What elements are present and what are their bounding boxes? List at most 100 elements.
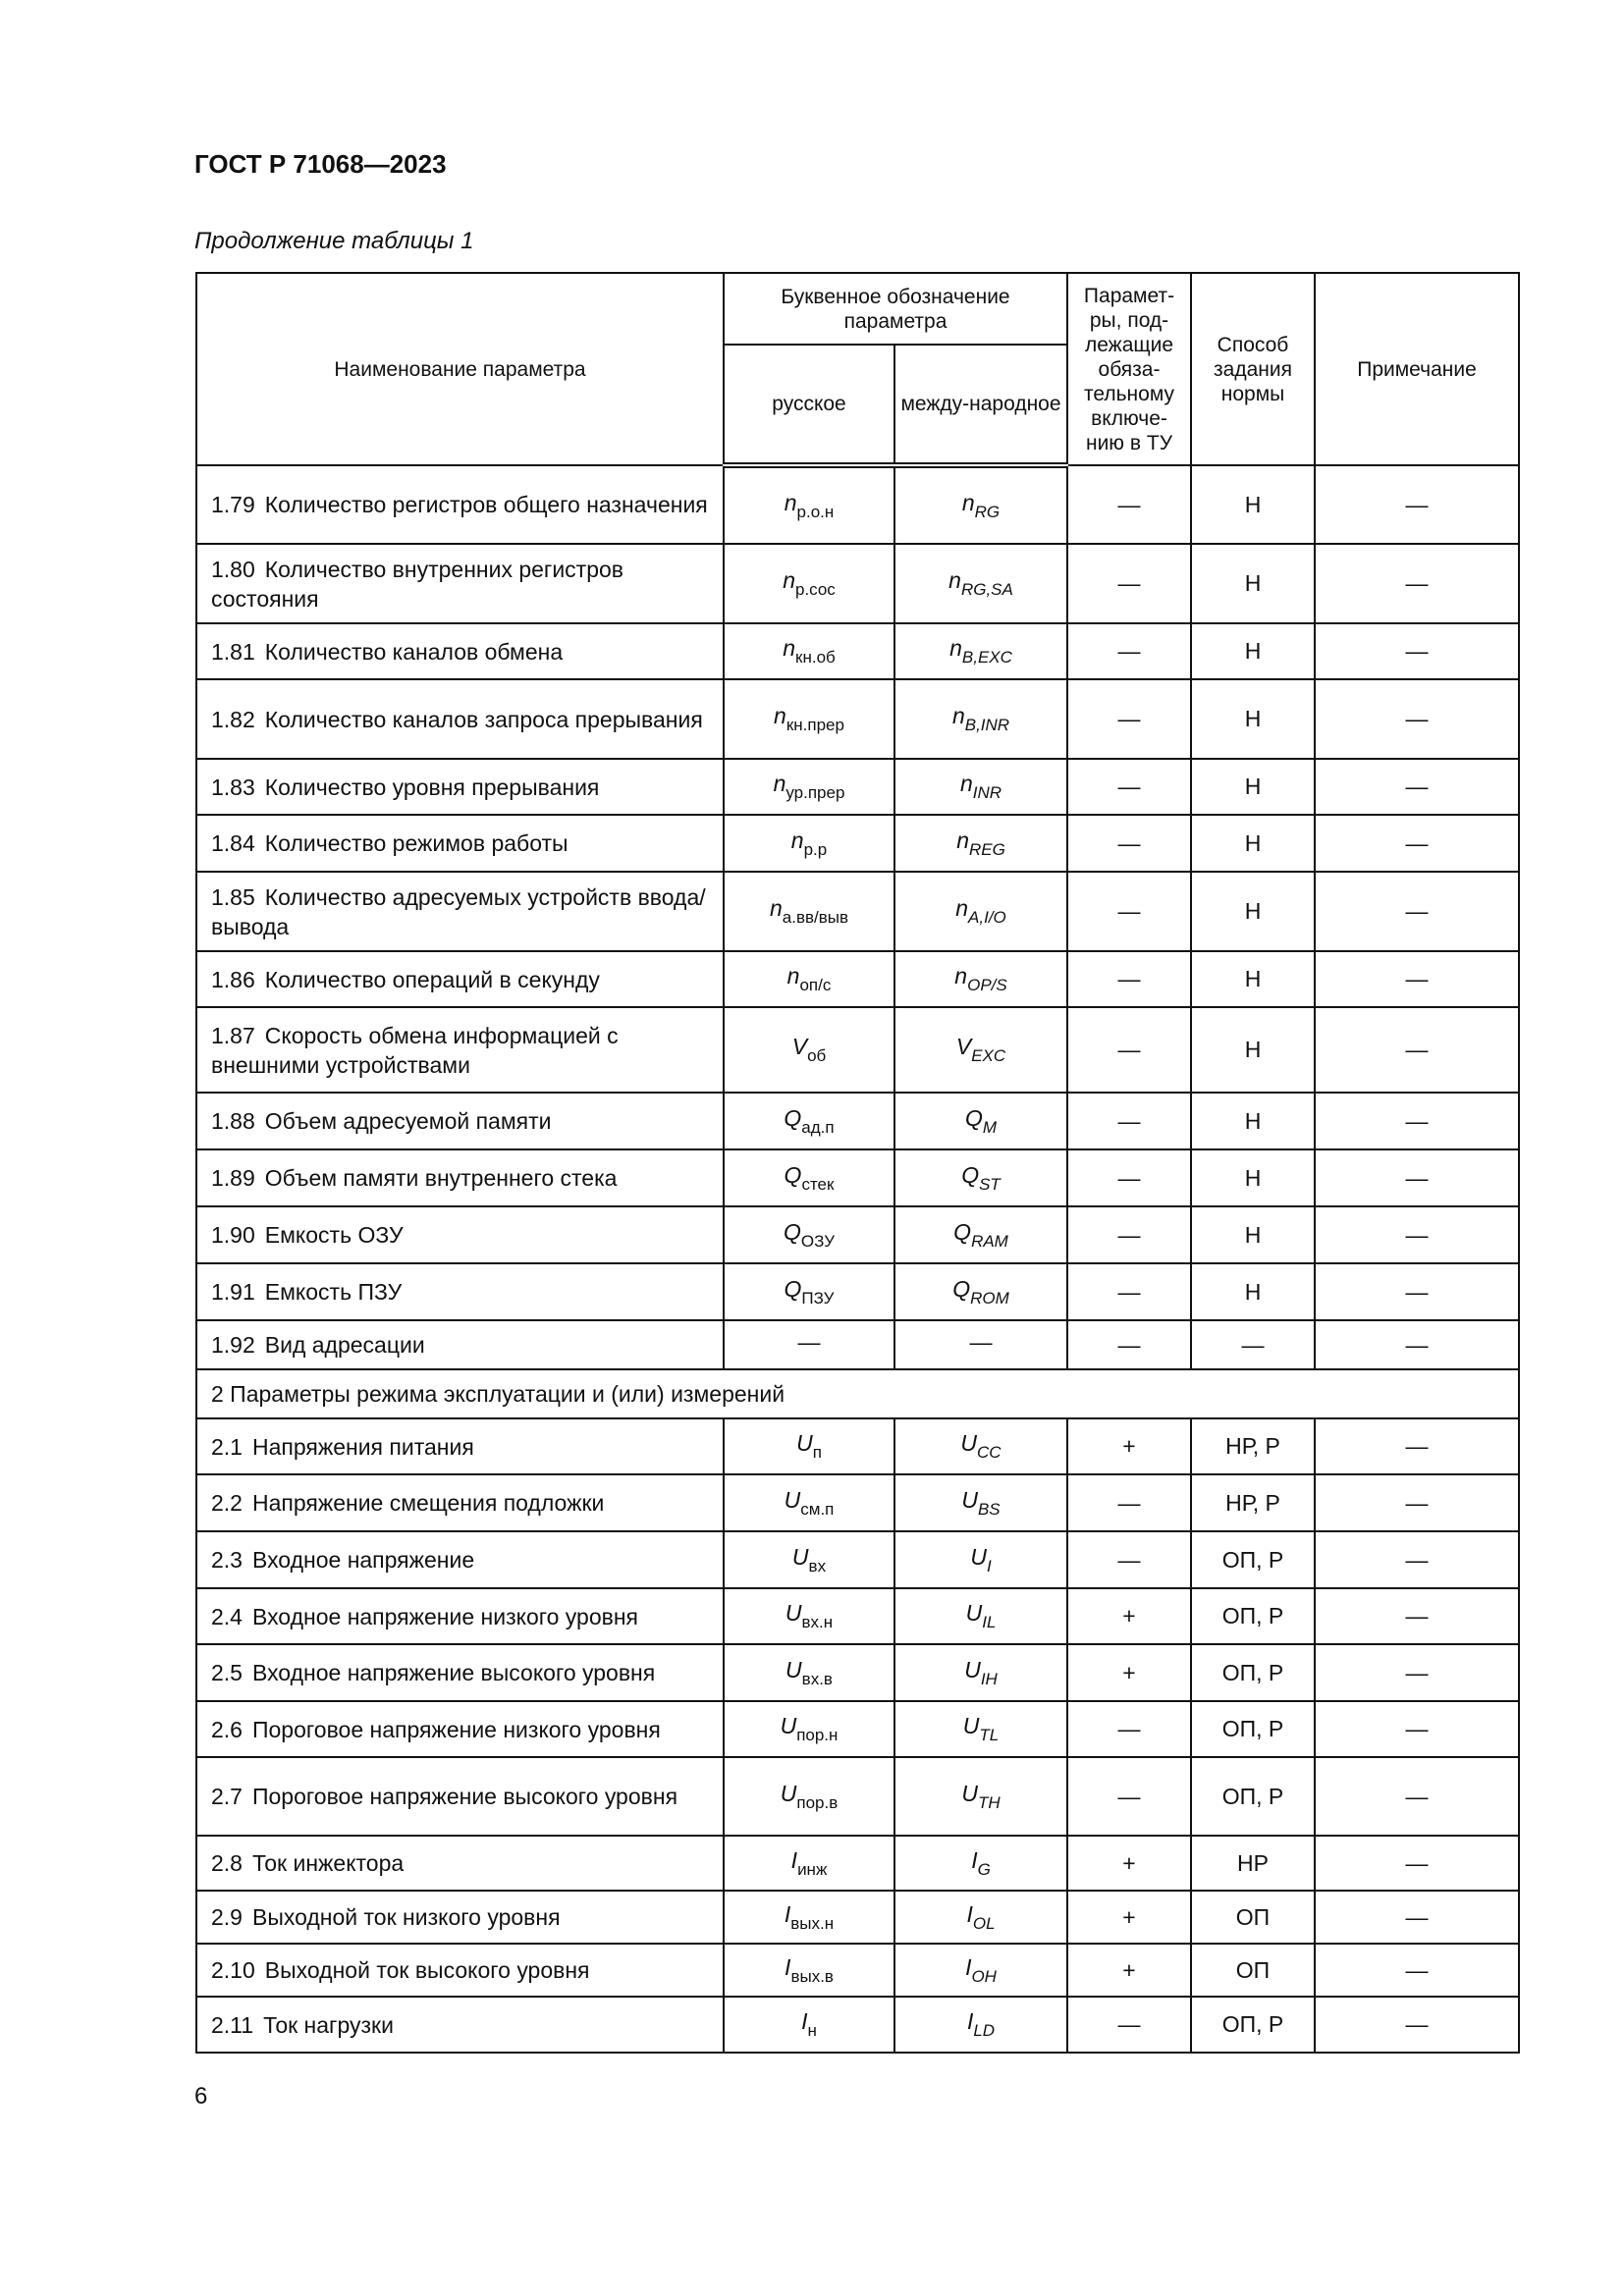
param-name-text: Ток нагрузки — [263, 2011, 394, 2038]
param-number: 2.9 — [211, 1904, 243, 1930]
symbol-ru-base: n — [783, 567, 795, 593]
note: — — [1314, 1996, 1521, 2054]
symbol-intl: nREG — [893, 814, 1069, 873]
symbol-ru-sub: ад.п — [801, 1117, 835, 1137]
symbol-ru-sub: вх.н — [801, 1613, 834, 1631]
norm-method: ОП, Р — [1190, 1756, 1317, 1837]
symbol-ru-base: I — [801, 2008, 808, 2034]
required-in-tu: — — [1066, 1148, 1193, 1207]
symbol-ru-sub: пор.в — [796, 1792, 839, 1812]
required-in-tu: — — [1066, 543, 1193, 624]
symbol-intl-sub: IH — [980, 1669, 998, 1688]
param-name: 2.4 Входное напряжение низкого уровня — [195, 1587, 725, 1645]
table-row: 2.2 Напряжение смещения подложки Uсм.п UBS —… — [195, 1473, 1521, 1532]
norm-method: Н — [1190, 1148, 1317, 1207]
table-row: 1.88 Объем адресуемой памяти Qад.п QM — Н — — [195, 1092, 1521, 1150]
param-name: 2.1 Напряжения питания — [195, 1417, 725, 1475]
symbol-ru-base: U — [780, 1713, 797, 1738]
symbol-ru: QПЗУ — [723, 1262, 895, 1321]
param-number: 1.79 — [211, 492, 255, 517]
norm-method: Н — [1190, 464, 1317, 545]
param-name: 1.90 Емкость ОЗУ — [195, 1205, 725, 1264]
symbol-ru-base: n — [769, 895, 783, 921]
table-row: 1.81 Количество каналов обмена nкн.об nB,EX… — [195, 622, 1521, 680]
symbol-intl-base: Q — [953, 1218, 972, 1245]
param-name: 1.81 Количество каналов обмена — [195, 622, 725, 680]
table-row: 1.86 Количество операций в секунду nоп/с nO… — [195, 950, 1521, 1008]
symbol-ru: nкн.прер — [723, 678, 895, 760]
note: — — [1314, 1319, 1521, 1370]
note: — — [1314, 1092, 1521, 1150]
symbol-ru-sub: ПЗУ — [801, 1288, 835, 1308]
required-in-tu: — — [1066, 758, 1193, 816]
table-row: 2.6 Пороговое напряжение низкого уровня Uп… — [195, 1700, 1521, 1758]
param-name: 2.8 Ток инжектора — [195, 1835, 725, 1892]
table-row: 2.11 Ток нагрузки Iн ILD — ОП, Р — — [195, 1996, 1521, 2054]
col-header-intl: между-народное — [893, 344, 1069, 468]
symbol-intl-sub: INR — [972, 783, 1002, 802]
symbol-ru-base: I — [784, 1900, 791, 1927]
symbol-intl-sub: RAM — [971, 1231, 1008, 1251]
symbol-intl: UTL — [893, 1700, 1069, 1758]
document-title: ГОСТ Р 71068—2023 — [194, 149, 447, 179]
table-row: 2.7 Пороговое напряжение высокого уровня U… — [195, 1756, 1521, 1837]
symbol-ru-base: U — [796, 1430, 813, 1456]
symbol-ru: Uп — [723, 1417, 895, 1475]
param-number: 1.83 — [211, 774, 255, 800]
param-name: 2.6 Пороговое напряжение низкого уровня — [195, 1700, 725, 1758]
symbol-ru: Iинж — [723, 1835, 895, 1892]
norm-method: Н — [1190, 1092, 1317, 1150]
symbol-intl-base: n — [956, 827, 969, 853]
symbol-intl: QST — [893, 1148, 1069, 1207]
symbol-ru: Qстек — [723, 1148, 895, 1207]
symbol-ru: Iвых.н — [723, 1890, 895, 1945]
symbol-intl: UTH — [893, 1756, 1069, 1837]
table-row: 1.91 Емкость ПЗУ QПЗУ QROM — Н — — [195, 1262, 1521, 1321]
symbol-intl-sub: IL — [982, 1613, 997, 1631]
note: — — [1314, 1417, 1521, 1475]
symbol-intl-sub: RG — [974, 502, 1001, 521]
param-number: 2.11 — [211, 2011, 254, 2038]
param-name: 2.2 Напряжение смещения подложки — [195, 1473, 725, 1532]
required-in-tu: — — [1066, 1006, 1193, 1094]
required-in-tu: — — [1066, 622, 1193, 680]
param-name-text: Напряжения питания — [251, 1433, 474, 1460]
symbol-ru-base: n — [784, 489, 797, 515]
symbol-intl-sub: ROM — [970, 1288, 1009, 1308]
norm-method: Н — [1190, 950, 1317, 1008]
required-in-tu: — — [1066, 1262, 1193, 1321]
symbol-ru: nоп/с — [723, 950, 895, 1008]
symbol-ru-sub: кн.об — [795, 648, 836, 667]
required-in-tu: + — [1066, 1943, 1193, 1998]
symbol-intl-base: n — [955, 895, 969, 921]
symbol-ru-sub: вх — [808, 1556, 827, 1575]
param-name: 1.84 Количество режимов работы — [195, 814, 725, 873]
required-in-tu: — — [1066, 1530, 1193, 1589]
norm-method: ОП, Р — [1190, 1587, 1317, 1645]
symbol-ru: Uсм.п — [723, 1473, 895, 1532]
symbol-ru-base: V — [791, 1034, 808, 1059]
note: — — [1314, 871, 1521, 952]
symbol-intl-base: — — [969, 1328, 993, 1355]
param-name: 1.79 Количество регистров общего назначен… — [195, 464, 725, 545]
param-number: 1.92 — [211, 1332, 255, 1358]
symbol-intl: nINR — [893, 758, 1069, 816]
norm-method: Н — [1190, 622, 1317, 680]
norm-method: ОП, Р — [1190, 1530, 1317, 1589]
symbol-ru-sub: н — [807, 2021, 817, 2040]
symbol-intl-base: I — [966, 2008, 974, 2034]
norm-method: Н — [1190, 543, 1317, 624]
param-name-text: Вид адресации — [264, 1332, 425, 1358]
symbol-intl: ILD — [893, 1996, 1069, 2054]
required-in-tu: — — [1066, 950, 1193, 1008]
symbol-intl: nA,I/O — [893, 871, 1069, 952]
table-row: 2.10 Выходной ток высокого уровня Iвых.в IO… — [195, 1943, 1521, 1998]
param-name-text: Количество операций в секунду — [264, 966, 600, 992]
param-name: 1.88 Объем адресуемой памяти — [195, 1092, 725, 1150]
symbol-ru: nр.р — [723, 814, 895, 873]
symbol-ru: QОЗУ — [723, 1205, 895, 1264]
symbol-intl-sub: OL — [972, 1913, 996, 1933]
table-row: 1.82 Количество каналов запроса прерывани… — [195, 678, 1521, 760]
symbol-ru: nр.сос — [723, 543, 895, 624]
symbol-ru: Uвх — [723, 1530, 895, 1589]
